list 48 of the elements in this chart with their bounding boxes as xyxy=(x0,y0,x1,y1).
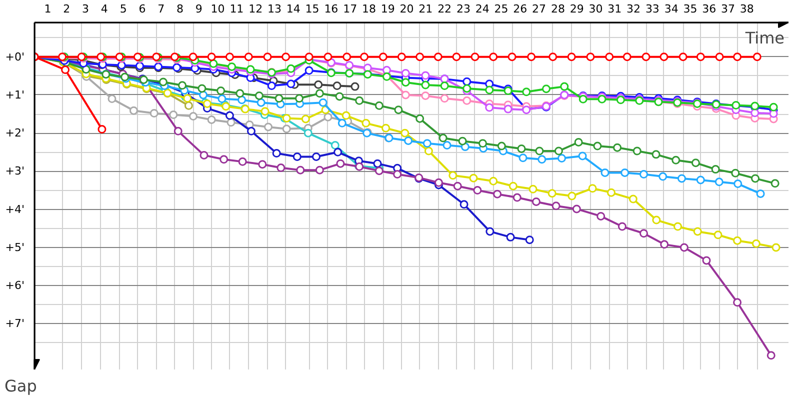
x-tick-label: 34 xyxy=(664,2,678,16)
x-tick-label: 4 xyxy=(100,2,108,16)
x-tick-label: 10 xyxy=(210,2,225,16)
y-tick-label: +5' xyxy=(5,240,25,254)
x-tick-label: 30 xyxy=(588,2,603,16)
x-tick-label: 5 xyxy=(120,2,127,16)
y-tick-label: +4' xyxy=(5,202,25,216)
x-tick-label: 22 xyxy=(438,2,452,16)
x-tick-label: 6 xyxy=(138,2,146,16)
x-tick-label: 18 xyxy=(362,2,376,16)
x-tick-label: 9 xyxy=(195,2,202,16)
y-tick-label: +3' xyxy=(5,164,25,178)
x-tick-label: 33 xyxy=(645,2,660,16)
x-tick-label: 27 xyxy=(532,2,546,16)
x-tick-label: 7 xyxy=(158,2,165,16)
y-tick-label: +7' xyxy=(5,317,25,330)
x-tick-label: 32 xyxy=(626,2,641,16)
x-tick-label: 35 xyxy=(683,2,698,16)
x-tick-label: 21 xyxy=(418,2,433,16)
x-tick-label: 13 xyxy=(267,2,282,16)
x-tick-label: 16 xyxy=(324,2,338,16)
x-tick-label: 25 xyxy=(494,2,508,16)
x-tick-label: 36 xyxy=(702,2,716,16)
y-tick-label: +6' xyxy=(5,279,25,292)
x-tick-label: 37 xyxy=(721,2,736,16)
x-tick-label: 26 xyxy=(513,2,528,16)
x-tick-label: 19 xyxy=(380,2,395,16)
y-tick-label: +2' xyxy=(5,126,25,140)
x-tick-label: 12 xyxy=(248,2,263,16)
x-tick-label: 23 xyxy=(456,2,470,16)
x-tick-label: 14 xyxy=(286,2,300,16)
y-tick-label: +1' xyxy=(5,88,25,102)
x-tick-label: 15 xyxy=(305,2,320,16)
x-tick-label: 11 xyxy=(230,2,244,16)
x-tick-label: 31 xyxy=(608,2,622,16)
x-tick-label: 29 xyxy=(570,2,584,16)
x-tick-label: 20 xyxy=(400,2,414,16)
x-tick-label: 3 xyxy=(82,2,90,16)
x-axis-title: Time xyxy=(744,28,784,48)
x-tick-label: 38 xyxy=(740,2,754,16)
y-axis-title: Gap xyxy=(4,376,37,396)
x-tick-label: 28 xyxy=(550,2,565,16)
x-tick-label: 8 xyxy=(176,2,184,16)
y-tick-label: +0' xyxy=(5,50,25,64)
x-tick-label: 17 xyxy=(343,2,358,16)
x-tick-label: 2 xyxy=(63,2,70,16)
x-tick-label: 1 xyxy=(44,2,52,16)
x-tick-label: 24 xyxy=(475,2,490,16)
